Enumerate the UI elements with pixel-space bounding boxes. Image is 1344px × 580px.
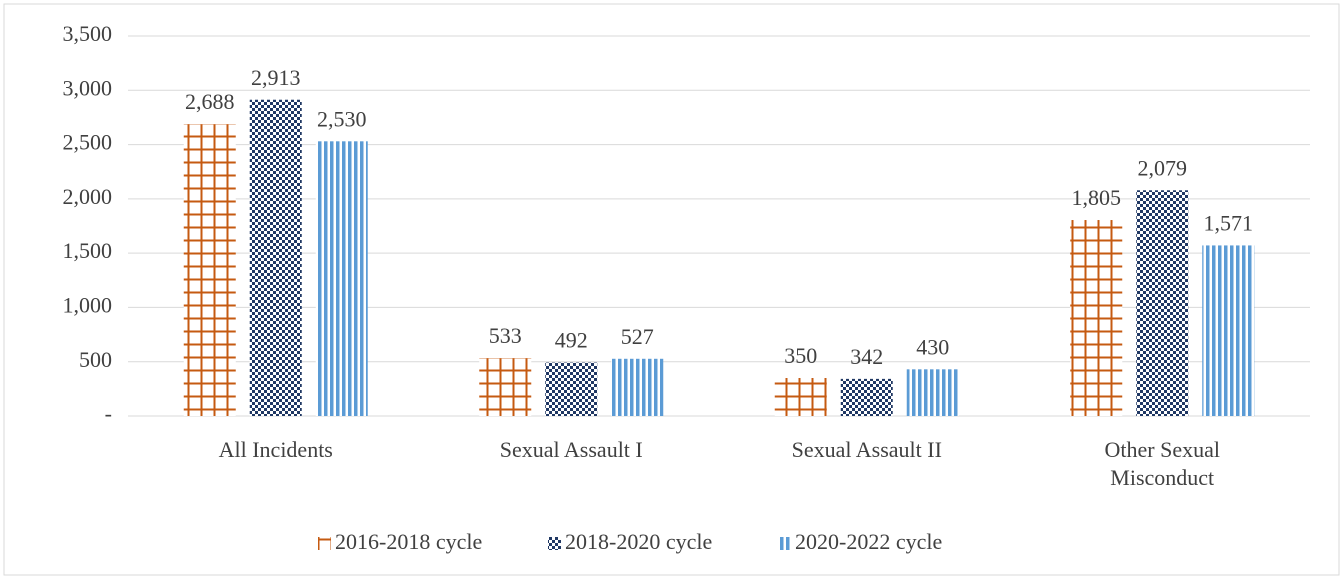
- y-tick-label: 1,000: [63, 292, 113, 317]
- y-tick-label: 2,500: [63, 130, 113, 155]
- data-label: 342: [850, 344, 883, 369]
- chart-border: [3, 3, 1340, 576]
- legend-swatch: [318, 537, 331, 550]
- legend-swatch: [778, 537, 791, 550]
- data-label: 2,913: [251, 65, 301, 90]
- data-label: 492: [555, 328, 588, 353]
- y-tick-label: -: [105, 401, 112, 426]
- data-label: 527: [621, 324, 654, 349]
- bar: [479, 358, 532, 416]
- legend-label: 2018-2020 cycle: [565, 529, 712, 554]
- x-tick-label: Sexual Assault I: [499, 437, 643, 462]
- data-label: 350: [784, 343, 817, 368]
- x-tick-label: Sexual Assault II: [791, 437, 942, 462]
- bar: [774, 378, 827, 416]
- x-tick-label: All Incidents: [218, 437, 333, 462]
- legend-label: 2020-2022 cycle: [795, 529, 942, 554]
- bar: [315, 141, 368, 417]
- x-tick-label: Other Sexual Misconduct: [1104, 437, 1220, 490]
- bar: [906, 369, 959, 416]
- bar: [1202, 245, 1255, 416]
- bar: [611, 358, 664, 416]
- y-tick-label: 3,500: [63, 21, 113, 46]
- y-tick-label: 3,000: [63, 75, 113, 100]
- bar: [1070, 220, 1123, 416]
- y-tick-label: 2,000: [63, 184, 113, 209]
- bar: [1136, 190, 1189, 416]
- data-label: 533: [489, 323, 522, 348]
- data-label: 2,688: [185, 89, 235, 114]
- bar: [545, 362, 598, 416]
- y-tick-label: 500: [79, 347, 112, 372]
- data-label: 430: [916, 334, 949, 359]
- y-tick-label: 1,500: [63, 238, 113, 263]
- legend-swatch: [548, 537, 561, 550]
- data-label: 1,805: [1072, 185, 1122, 210]
- bar: [840, 378, 893, 416]
- legend-label: 2016-2018 cycle: [335, 529, 482, 554]
- data-label: 1,571: [1204, 210, 1254, 235]
- bar: [183, 124, 236, 416]
- data-label: 2,079: [1138, 155, 1188, 180]
- bar: [249, 99, 302, 416]
- data-label: 2,530: [317, 106, 367, 131]
